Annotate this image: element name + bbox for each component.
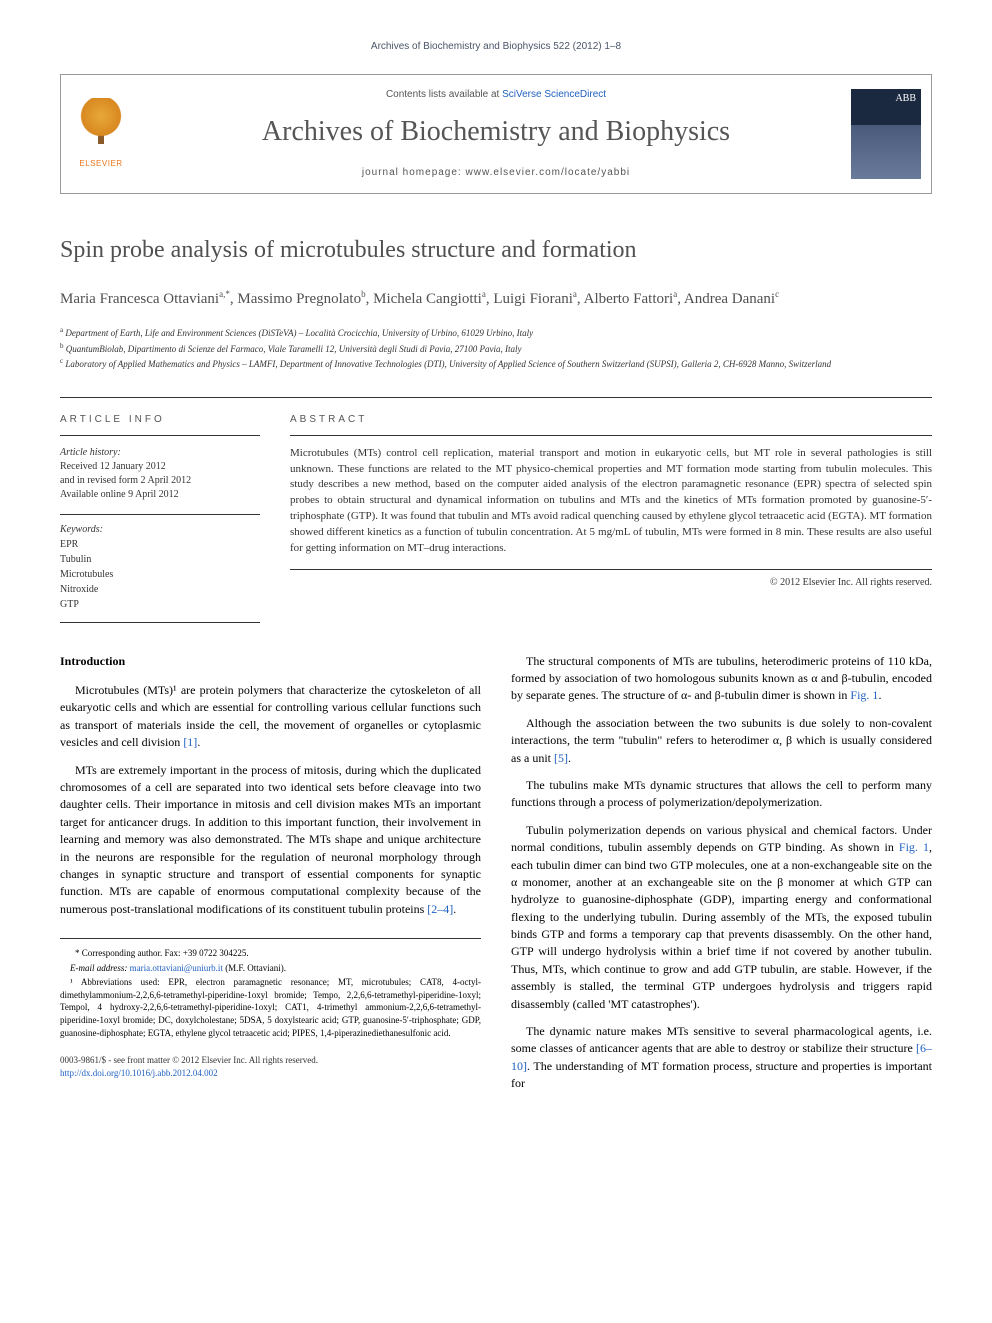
- body-paragraph: Tubulin polymerization depends on variou…: [511, 822, 932, 1013]
- author-name: Luigi Fiorani: [493, 291, 573, 307]
- keyword-item: GTP: [60, 597, 260, 612]
- keyword-item: Nitroxide: [60, 582, 260, 597]
- history-label: Article history:: [60, 446, 260, 460]
- elsevier-logo: ELSEVIER: [61, 84, 141, 184]
- body-paragraph: Although the association between the two…: [511, 715, 932, 767]
- body-columns: Introduction Microtubules (MTs)¹ are pro…: [60, 653, 932, 1103]
- body-paragraph: The dynamic nature makes MTs sensitive t…: [511, 1023, 932, 1093]
- author-affiliation-marker: b: [361, 289, 366, 299]
- author-affiliation-marker: a,*: [219, 289, 230, 299]
- journal-cover-thumbnail: ABB: [851, 89, 921, 179]
- keywords-label: Keywords:: [60, 514, 260, 537]
- contents-available-line: Contents lists available at SciVerse Sci…: [141, 88, 851, 102]
- reference-link[interactable]: [1]: [183, 735, 197, 749]
- author-affiliation-marker: a: [573, 289, 577, 299]
- history-line: Available online 9 April 2012: [60, 488, 260, 502]
- affiliation-line: b QuantumBiolab, Dipartimento di Scienze…: [60, 341, 932, 357]
- body-paragraph: Microtubules (MTs)¹ are protein polymers…: [60, 682, 481, 752]
- body-right-column: The structural components of MTs are tub…: [511, 653, 932, 1103]
- homepage-url: www.elsevier.com/locate/yabbi: [466, 167, 631, 178]
- journal-reference: Archives of Biochemistry and Biophysics …: [60, 40, 932, 54]
- figure-link[interactable]: Fig. 1: [899, 840, 929, 854]
- keyword-item: Microtubules: [60, 567, 260, 582]
- body-left-column: Introduction Microtubules (MTs)¹ are pro…: [60, 653, 481, 1103]
- sciencedirect-link[interactable]: SciVerse ScienceDirect: [502, 89, 606, 100]
- reference-link[interactable]: [5]: [554, 751, 568, 765]
- journal-name: Archives of Biochemistry and Biophysics: [141, 112, 851, 151]
- keyword-item: Tubulin: [60, 552, 260, 567]
- author-name: Maria Francesca Ottaviani: [60, 291, 219, 307]
- elsevier-text: ELSEVIER: [79, 158, 122, 169]
- abstract-column: ABSTRACT Microtubules (MTs) control cell…: [290, 413, 932, 623]
- author-name: Massimo Pregnolato: [237, 291, 361, 307]
- abstract-label: ABSTRACT: [290, 413, 932, 436]
- article-info-column: ARTICLE INFO Article history: Received 1…: [60, 413, 260, 623]
- homepage-prefix: journal homepage:: [362, 167, 466, 178]
- journal-header-box: ELSEVIER Contents lists available at Sci…: [60, 74, 932, 194]
- email-author-name: (M.F. Ottaviani).: [223, 963, 286, 973]
- corresponding-author-note: * Corresponding author. Fax: +39 0722 30…: [60, 947, 481, 960]
- figure-link[interactable]: Fig. 1: [850, 688, 878, 702]
- cover-abbr: ABB: [895, 92, 916, 106]
- keywords-list: EPRTubulinMicrotubulesNitroxideGTP: [60, 537, 260, 623]
- body-paragraph: The structural components of MTs are tub…: [511, 653, 932, 705]
- contents-prefix: Contents lists available at: [386, 89, 502, 100]
- affiliation-line: c Laboratory of Applied Mathematics and …: [60, 356, 932, 372]
- doi-link[interactable]: http://dx.doi.org/10.1016/j.abb.2012.04.…: [60, 1068, 218, 1078]
- body-paragraph: MTs are extremely important in the proce…: [60, 762, 481, 919]
- history-text: Received 12 January 2012and in revised f…: [60, 460, 260, 502]
- author-affiliation-marker: a: [673, 289, 677, 299]
- journal-homepage: journal homepage: www.elsevier.com/locat…: [141, 166, 851, 180]
- article-info-label: ARTICLE INFO: [60, 413, 260, 436]
- info-abstract-row: ARTICLE INFO Article history: Received 1…: [60, 397, 932, 623]
- introduction-heading: Introduction: [60, 653, 481, 670]
- affiliation-line: a Department of Earth, Life and Environm…: [60, 325, 932, 341]
- email-line: E-mail address: maria.ottaviani@uniurb.i…: [60, 962, 481, 975]
- header-center: Contents lists available at SciVerse Sci…: [141, 88, 851, 180]
- elsevier-tree-icon: [76, 98, 126, 158]
- abbreviations-footnote: ¹ Abbreviations used: EPR, electron para…: [60, 976, 481, 1039]
- copyright-line: © 2012 Elsevier Inc. All rights reserved…: [290, 576, 932, 590]
- author-name: Michela Cangiotti: [373, 291, 482, 307]
- article-title: Spin probe analysis of microtubules stru…: [60, 234, 932, 268]
- footnotes-block: * Corresponding author. Fax: +39 0722 30…: [60, 938, 481, 1039]
- history-line: Received 12 January 2012: [60, 460, 260, 474]
- issn-line: 0003-9861/$ - see front matter © 2012 El…: [60, 1054, 481, 1067]
- keyword-item: EPR: [60, 537, 260, 552]
- email-label: E-mail address:: [70, 963, 130, 973]
- author-name: Alberto Fattori: [584, 291, 674, 307]
- authors-list: Maria Francesca Ottaviania,*, Massimo Pr…: [60, 288, 932, 311]
- footer-info: 0003-9861/$ - see front matter © 2012 El…: [60, 1054, 481, 1080]
- reference-link[interactable]: [6–10]: [511, 1041, 932, 1072]
- author-affiliation-marker: c: [775, 289, 779, 299]
- author-affiliation-marker: a: [482, 289, 486, 299]
- author-email-link[interactable]: maria.ottaviani@uniurb.it: [130, 963, 223, 973]
- affiliations-list: a Department of Earth, Life and Environm…: [60, 325, 932, 372]
- author-name: Andrea Danani: [684, 291, 775, 307]
- history-line: and in revised form 2 April 2012: [60, 474, 260, 488]
- abstract-text: Microtubules (MTs) control cell replicat…: [290, 446, 932, 571]
- body-paragraph: The tubulins make MTs dynamic structures…: [511, 777, 932, 812]
- reference-link[interactable]: [2–4]: [427, 902, 453, 916]
